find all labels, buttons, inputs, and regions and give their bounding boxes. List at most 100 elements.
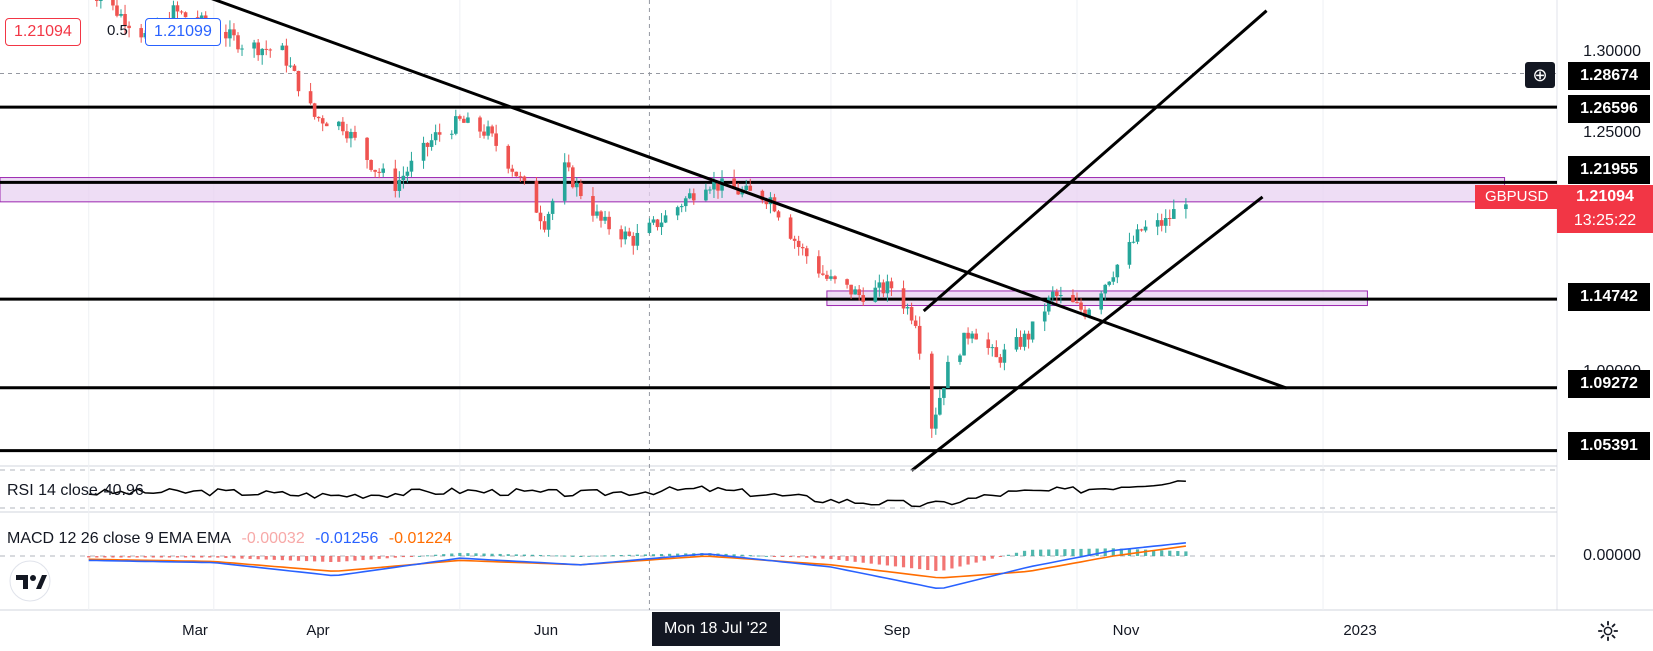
candle-body bbox=[454, 116, 458, 134]
macd-histogram-bar bbox=[167, 556, 172, 558]
candle-body bbox=[236, 35, 240, 50]
candle-body bbox=[337, 121, 341, 127]
ask-price-box[interactable]: 1.21099 bbox=[145, 18, 221, 46]
candle-body bbox=[623, 231, 628, 240]
macd-histogram-bar bbox=[442, 554, 446, 556]
candle-body bbox=[119, 13, 123, 16]
candle-body bbox=[966, 332, 970, 339]
macd-histogram-bar bbox=[821, 556, 825, 559]
candle-body bbox=[260, 48, 264, 56]
macd-histogram-bar bbox=[216, 556, 220, 558]
candle-body bbox=[308, 91, 313, 104]
macd-histogram-bar bbox=[676, 553, 680, 556]
settings-gear-icon[interactable] bbox=[1597, 620, 1619, 642]
candle-body bbox=[1042, 311, 1047, 322]
candle-body bbox=[792, 238, 797, 241]
macd-legend[interactable]: MACD 12 26 close 9 EMA EMA -0.00032 -0.0… bbox=[7, 530, 458, 548]
candle-body bbox=[845, 279, 849, 285]
macd-signal-value: -0.01224 bbox=[388, 530, 452, 547]
candle-body bbox=[627, 231, 632, 236]
macd-histogram-bar bbox=[797, 556, 801, 558]
candle-body bbox=[744, 185, 749, 191]
candle-body bbox=[651, 219, 656, 223]
macd-histogram-bar bbox=[990, 556, 994, 559]
macd-histogram-bar bbox=[732, 554, 736, 556]
macd-histogram-bar bbox=[546, 555, 551, 557]
candle-body bbox=[393, 168, 398, 191]
candle-body bbox=[704, 189, 708, 201]
macd-histogram-bar bbox=[337, 556, 341, 562]
level-tag: 1.09272 bbox=[1568, 370, 1650, 398]
macd-histogram-bar bbox=[651, 554, 656, 556]
macd-histogram-bar bbox=[1168, 550, 1172, 556]
candle-body bbox=[1163, 218, 1168, 226]
candle-body bbox=[1159, 220, 1164, 226]
candle-body bbox=[675, 207, 680, 216]
macd-histogram-bar bbox=[313, 556, 317, 562]
price-tick-label: 1.25000 bbox=[1583, 124, 1641, 141]
macd-histogram-bar bbox=[401, 556, 405, 558]
candle-body bbox=[1022, 333, 1027, 347]
macd-histogram-bar bbox=[1095, 548, 1099, 556]
macd-histogram-bar bbox=[200, 556, 204, 558]
rsi-legend[interactable]: RSI 14 close 40.96 bbox=[7, 482, 150, 500]
macd-histogram-bar bbox=[1152, 550, 1156, 556]
macd-histogram-bar bbox=[111, 556, 115, 558]
add-alert-button[interactable]: ⊕ bbox=[1525, 62, 1555, 88]
macd-histogram-bar bbox=[232, 556, 236, 559]
candle-body bbox=[929, 353, 934, 429]
candle-body bbox=[913, 320, 918, 326]
candle-body bbox=[514, 171, 519, 177]
candle-body bbox=[901, 288, 906, 309]
candle-body bbox=[433, 132, 438, 141]
macd-histogram-bar bbox=[1014, 552, 1019, 556]
macd-histogram-bar bbox=[950, 556, 954, 569]
candle-body bbox=[264, 48, 269, 50]
candle-body bbox=[175, 5, 180, 12]
candle-body bbox=[796, 240, 801, 248]
macd-histogram-bar bbox=[1055, 549, 1059, 556]
bid-price-box[interactable]: 1.21094 bbox=[5, 18, 81, 46]
candle-body bbox=[365, 137, 369, 160]
level-tag: 1.21955 bbox=[1568, 156, 1650, 184]
candle-body bbox=[1083, 309, 1087, 317]
symbol-tag: GBPUSD bbox=[1475, 185, 1559, 209]
candle-body bbox=[800, 247, 805, 249]
candle-body bbox=[409, 160, 414, 172]
macd-histogram-bar bbox=[256, 556, 260, 560]
macd-histogram-bar bbox=[353, 556, 357, 561]
candle-body bbox=[595, 211, 599, 216]
macd-histogram-bar bbox=[280, 556, 284, 561]
candle-body bbox=[1087, 309, 1091, 317]
macd-histogram-bar bbox=[1143, 549, 1148, 556]
candle-body bbox=[1099, 293, 1103, 310]
macd-histogram-bar bbox=[740, 554, 744, 556]
candle-body bbox=[599, 211, 603, 221]
level-tag: 1.28674 bbox=[1568, 62, 1650, 90]
candle-body bbox=[179, 11, 184, 13]
candle-body bbox=[224, 31, 228, 39]
macd-histogram-bar bbox=[772, 556, 777, 557]
tradingview-logo-icon[interactable] bbox=[7, 560, 53, 602]
macd-histogram-bar bbox=[1127, 548, 1132, 556]
candle-body bbox=[603, 216, 607, 221]
macd-histogram-bar bbox=[264, 556, 268, 560]
candle-body bbox=[99, 0, 103, 1]
candle-body bbox=[631, 235, 636, 246]
candle-body bbox=[909, 307, 914, 321]
candle-body bbox=[425, 142, 430, 147]
candle-body bbox=[316, 116, 321, 119]
macd-histogram-bar bbox=[466, 553, 470, 556]
candle-body bbox=[861, 295, 866, 302]
macd-histogram-bar bbox=[345, 556, 349, 562]
macd-histogram-bar bbox=[966, 556, 970, 565]
candle-body bbox=[873, 287, 878, 302]
candle-body bbox=[486, 126, 490, 136]
macd-histogram-bar bbox=[901, 556, 906, 568]
macd-histogram-bar bbox=[643, 554, 647, 556]
candle-body bbox=[683, 198, 688, 207]
candle-body bbox=[345, 131, 349, 139]
candle-body bbox=[619, 229, 623, 240]
candle-body bbox=[284, 45, 289, 66]
